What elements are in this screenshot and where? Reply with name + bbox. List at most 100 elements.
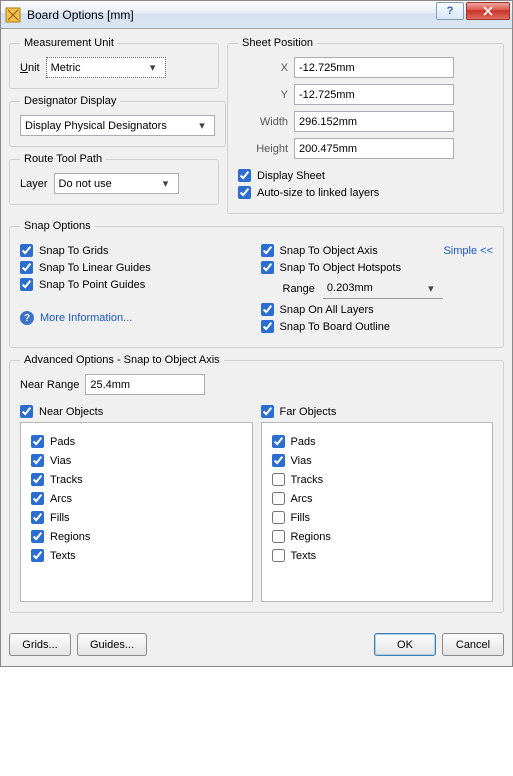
snap-point-label: Snap To Point Guides — [39, 279, 145, 291]
snap-all-layers-checkbox[interactable] — [261, 303, 274, 316]
far-vias-row: Vias — [272, 454, 483, 467]
near-vias-row: Vias — [31, 454, 242, 467]
near-range-label: Near Range — [20, 379, 79, 391]
auto-size-label: Auto-size to linked layers — [257, 187, 379, 199]
unit-select[interactable]: Metric ▾ — [46, 57, 166, 78]
unit-value: Metric — [51, 62, 81, 74]
snap-hotspots-label: Snap To Object Hotspots — [280, 262, 401, 274]
y-input[interactable] — [294, 84, 454, 105]
far-vias-label: Vias — [291, 455, 312, 467]
height-input[interactable] — [294, 138, 454, 159]
near-fills-checkbox[interactable] — [31, 511, 44, 524]
grids-button[interactable]: Grids... — [9, 633, 71, 656]
route-legend: Route Tool Path — [20, 153, 106, 165]
dialog-content: Measurement Unit Unit Metric ▾ Designato… — [1, 29, 512, 627]
snap-hotspots-checkbox[interactable] — [261, 261, 274, 274]
near-texts-label: Texts — [50, 550, 76, 562]
snap-object-axis-checkbox[interactable] — [261, 244, 274, 257]
near-pads-checkbox[interactable] — [31, 435, 44, 448]
simple-toggle-link[interactable]: Simple << — [443, 245, 493, 257]
near-regions-label: Regions — [50, 531, 90, 543]
layer-label: Layer — [20, 178, 48, 190]
cancel-button[interactable]: Cancel — [442, 633, 504, 656]
snap-linear-checkbox[interactable] — [20, 261, 33, 274]
far-pads-label: Pads — [291, 436, 316, 448]
far-tracks-checkbox[interactable] — [272, 473, 285, 486]
x-input[interactable] — [294, 57, 454, 78]
designator-value: Display Physical Designators — [25, 120, 167, 132]
designator-select[interactable]: Display Physical Designators ▾ — [20, 115, 215, 136]
sheet-position-group: Sheet Position X Y Width Height Display … — [227, 37, 504, 214]
designator-display-group: Designator Display Display Physical Desi… — [9, 95, 226, 147]
near-fills-label: Fills — [50, 512, 70, 524]
near-tracks-row: Tracks — [31, 473, 242, 486]
near-vias-checkbox[interactable] — [31, 454, 44, 467]
measurement-unit-group: Measurement Unit Unit Metric ▾ — [9, 37, 219, 89]
advanced-options-group: Advanced Options - Snap to Object Axis N… — [9, 354, 504, 613]
app-icon — [5, 7, 21, 23]
chevron-down-icon: ▾ — [194, 119, 210, 132]
near-regions-checkbox[interactable] — [31, 530, 44, 543]
near-arcs-checkbox[interactable] — [31, 492, 44, 505]
near-texts-checkbox[interactable] — [31, 549, 44, 562]
far-objects-checkbox[interactable] — [261, 405, 274, 418]
far-objects-label: Far Objects — [280, 406, 337, 418]
help-icon: ? — [20, 311, 34, 325]
advanced-legend: Advanced Options - Snap to Object Axis — [20, 354, 224, 366]
titlebar[interactable]: Board Options [mm] ? — [1, 1, 512, 29]
near-tracks-checkbox[interactable] — [31, 473, 44, 486]
near-arcs-label: Arcs — [50, 493, 72, 505]
snap-grids-checkbox[interactable] — [20, 244, 33, 257]
far-fills-label: Fills — [291, 512, 311, 524]
far-texts-label: Texts — [291, 550, 317, 562]
snap-linear-label: Snap To Linear Guides — [39, 262, 151, 274]
layer-select[interactable]: Do not use ▾ — [54, 173, 179, 194]
display-sheet-checkbox[interactable] — [238, 169, 251, 182]
snap-object-axis-label: Snap To Object Axis — [280, 245, 378, 257]
near-objects-list: Pads Vias Tracks Arcs Fills Regions Texts — [20, 422, 253, 602]
far-tracks-label: Tracks — [291, 474, 324, 486]
far-texts-row: Texts — [272, 549, 483, 562]
auto-size-checkbox[interactable] — [238, 186, 251, 199]
help-button[interactable]: ? — [436, 2, 464, 20]
near-regions-row: Regions — [31, 530, 242, 543]
far-vias-checkbox[interactable] — [272, 454, 285, 467]
far-fills-checkbox[interactable] — [272, 511, 285, 524]
display-sheet-label: Display Sheet — [257, 170, 325, 182]
measurement-legend: Measurement Unit — [20, 37, 118, 49]
near-arcs-row: Arcs — [31, 492, 242, 505]
close-icon — [483, 6, 493, 16]
near-tracks-label: Tracks — [50, 474, 83, 486]
range-select[interactable]: 0.203mm ▾ — [323, 278, 443, 299]
far-texts-checkbox[interactable] — [272, 549, 285, 562]
designator-legend: Designator Display — [20, 95, 120, 107]
far-regions-row: Regions — [272, 530, 483, 543]
near-vias-label: Vias — [50, 455, 71, 467]
near-objects-checkbox[interactable] — [20, 405, 33, 418]
more-information-link[interactable]: More Information... — [40, 312, 132, 324]
snap-board-outline-label: Snap To Board Outline — [280, 321, 390, 333]
guides-button[interactable]: Guides... — [77, 633, 147, 656]
layer-value: Do not use — [59, 178, 112, 190]
chevron-down-icon: ▾ — [158, 177, 174, 190]
snap-board-outline-checkbox[interactable] — [261, 320, 274, 333]
snap-grids-label: Snap To Grids — [39, 245, 109, 257]
snap-legend: Snap Options — [20, 220, 95, 232]
near-range-input[interactable] — [85, 374, 205, 395]
near-fills-row: Fills — [31, 511, 242, 524]
near-pads-row: Pads — [31, 435, 242, 448]
snap-point-checkbox[interactable] — [20, 278, 33, 291]
width-input[interactable] — [294, 111, 454, 132]
height-label: Height — [238, 143, 288, 155]
chevron-down-icon: ▾ — [423, 282, 439, 295]
far-arcs-checkbox[interactable] — [272, 492, 285, 505]
ok-button[interactable]: OK — [374, 633, 436, 656]
far-regions-checkbox[interactable] — [272, 530, 285, 543]
far-pads-row: Pads — [272, 435, 483, 448]
far-arcs-row: Arcs — [272, 492, 483, 505]
snap-all-layers-label: Snap On All Layers — [280, 304, 374, 316]
sheet-legend: Sheet Position — [238, 37, 317, 49]
far-pads-checkbox[interactable] — [272, 435, 285, 448]
far-objects-list: Pads Vias Tracks Arcs Fills Regions Texts — [261, 422, 494, 602]
close-button[interactable] — [466, 2, 510, 20]
